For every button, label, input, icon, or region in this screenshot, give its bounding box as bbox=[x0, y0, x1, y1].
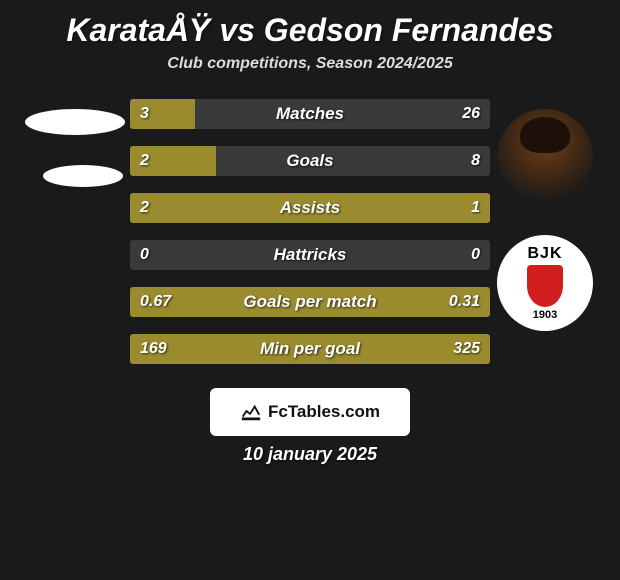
left-player-photo-placeholder bbox=[25, 109, 125, 135]
stat-label: Goals bbox=[130, 146, 490, 176]
stat-row: 0Hattricks0 bbox=[130, 240, 490, 270]
club-year: 1903 bbox=[533, 309, 557, 321]
club-initials: BJK bbox=[527, 245, 562, 263]
stat-value-right: 0.31 bbox=[439, 287, 490, 317]
right-club-logo: BJK 1903 bbox=[497, 235, 593, 331]
left-player-column bbox=[20, 91, 130, 187]
stat-value-right: 0 bbox=[461, 240, 490, 270]
stat-bars: 3Matches26 2Goals8 2Assists1 0Hattricks0 0.6… bbox=[130, 91, 490, 364]
stat-row: 0.67Goals per match0.31 bbox=[130, 287, 490, 317]
page-title: KarataÅŸ vs Gedson Fernandes bbox=[0, 0, 620, 55]
stat-label: Hattricks bbox=[130, 240, 490, 270]
stat-label: Matches bbox=[130, 99, 490, 129]
club-shield-icon bbox=[527, 265, 563, 307]
footer-date: 10 january 2025 bbox=[0, 444, 620, 465]
stat-label: Assists bbox=[130, 193, 490, 223]
brand-badge[interactable]: FcTables.com bbox=[210, 388, 410, 436]
stat-row: 2Assists1 bbox=[130, 193, 490, 223]
stat-row: 3Matches26 bbox=[130, 99, 490, 129]
stat-label: Goals per match bbox=[130, 287, 490, 317]
brand-text: FcTables.com bbox=[268, 402, 380, 422]
stat-value-right: 1 bbox=[461, 193, 490, 223]
right-player-column: BJK 1903 bbox=[490, 91, 600, 331]
right-player-photo bbox=[497, 109, 593, 205]
chart-icon bbox=[240, 401, 262, 423]
page-subtitle: Club competitions, Season 2024/2025 bbox=[0, 55, 620, 91]
comparison-panel: 3Matches26 2Goals8 2Assists1 0Hattricks0 0.6… bbox=[0, 91, 620, 364]
left-club-logo-placeholder bbox=[43, 165, 123, 187]
stat-value-right: 8 bbox=[461, 146, 490, 176]
stat-value-right: 26 bbox=[452, 99, 490, 129]
stat-row: 2Goals8 bbox=[130, 146, 490, 176]
stat-value-right: 325 bbox=[443, 334, 490, 364]
stat-row: 169Min per goal325 bbox=[130, 334, 490, 364]
stat-label: Min per goal bbox=[130, 334, 490, 364]
